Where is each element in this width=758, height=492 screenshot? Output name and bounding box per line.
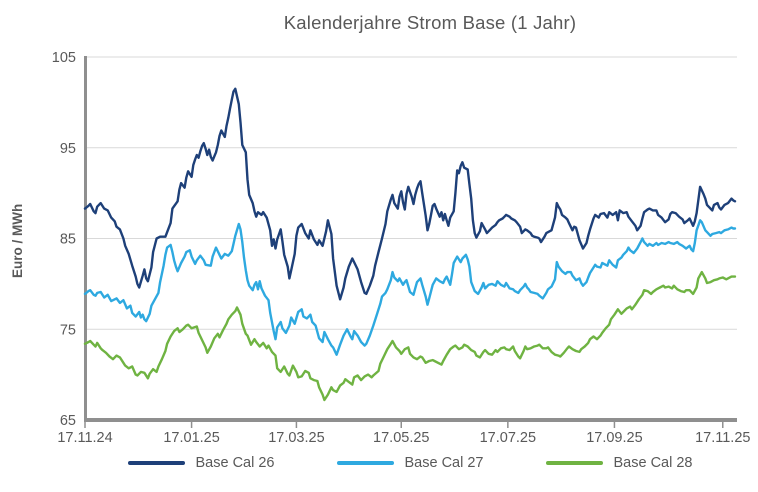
chart-title: Kalenderjahre Strom Base (1 Jahr) bbox=[283, 12, 577, 33]
x-tick-label-17.03.25: 17.03.25 bbox=[268, 430, 324, 446]
legend-label-base-cal-28: Base Cal 28 bbox=[613, 455, 693, 471]
x-tick-label-17.11.25: 17.11.25 bbox=[695, 430, 750, 446]
legend-swatch-base-cal-26 bbox=[127, 461, 185, 465]
y-tick-label-65: 65 bbox=[60, 413, 76, 429]
series-line-base-cal-28 bbox=[83, 270, 737, 402]
legend-swatch-base-cal-28 bbox=[545, 461, 603, 465]
x-tick-label-17.05.25: 17.05.25 bbox=[373, 430, 429, 446]
legend: Base Cal 26 Base Cal 27 Base Cal 28 bbox=[85, 455, 735, 471]
legend-item-base-cal-26: Base Cal 26 bbox=[127, 455, 275, 471]
x-tick-label-17.09.25: 17.09.25 bbox=[586, 430, 642, 446]
legend-label-base-cal-27: Base Cal 27 bbox=[404, 455, 484, 471]
y-tick-label-85: 85 bbox=[60, 232, 76, 248]
legend-item-base-cal-27: Base Cal 27 bbox=[336, 455, 484, 471]
series-line-base-cal-26 bbox=[83, 87, 737, 301]
x-tick-label-17.11.24: 17.11.24 bbox=[57, 430, 112, 446]
x-tick-label-17.07.25: 17.07.25 bbox=[480, 430, 536, 446]
y-tick-label-95: 95 bbox=[60, 141, 76, 157]
series-line-base-cal-27 bbox=[83, 219, 737, 356]
legend-swatch-base-cal-27 bbox=[336, 461, 394, 465]
legend-item-base-cal-28: Base Cal 28 bbox=[545, 455, 693, 471]
y-tick-label-75: 75 bbox=[60, 322, 76, 338]
legend-label-base-cal-26: Base Cal 26 bbox=[195, 455, 275, 471]
x-tick-label-17.01.25: 17.01.25 bbox=[163, 430, 219, 446]
y-tick-label-105: 105 bbox=[52, 50, 76, 66]
